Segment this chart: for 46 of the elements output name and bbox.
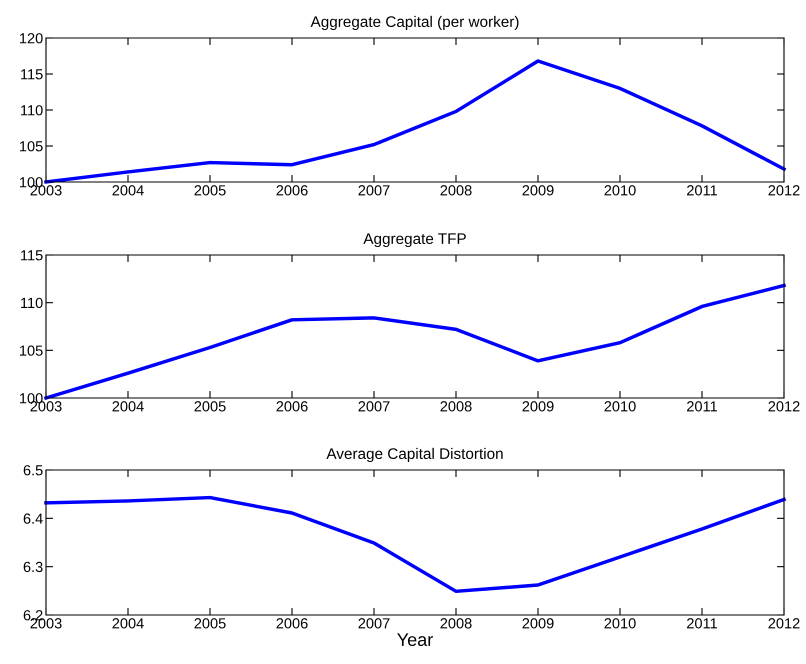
x-tick-label: 2008 bbox=[440, 618, 472, 628]
x-tick-label: 2007 bbox=[358, 401, 390, 412]
x-tick-label: 2003 bbox=[30, 185, 62, 196]
x-tick-label: 2006 bbox=[276, 185, 308, 196]
y-tick-label: 120 bbox=[20, 33, 43, 44]
y-tick-label: 115 bbox=[21, 250, 43, 260]
y-tick-label: 6.2 bbox=[24, 610, 42, 620]
line-series bbox=[44, 496, 786, 594]
x-tick-label: 2007 bbox=[358, 185, 390, 196]
x-tick-label: 2011 bbox=[687, 185, 717, 196]
x-tick-label: 2006 bbox=[276, 618, 308, 628]
y-tick-label: 110 bbox=[21, 105, 43, 116]
x-tick-label: 2009 bbox=[522, 618, 554, 628]
x-tick-label: 2010 bbox=[604, 618, 636, 628]
x-tick-label: 2012 bbox=[768, 618, 800, 628]
x-tick-label: 2008 bbox=[440, 401, 472, 412]
chart-title: Average Capital Distortion bbox=[326, 448, 503, 462]
x-tick-label: 2010 bbox=[604, 401, 636, 412]
x-tick-label: 2005 bbox=[194, 618, 226, 628]
x-tick-label: 2009 bbox=[522, 401, 554, 412]
x-tick-label: 2004 bbox=[112, 401, 144, 412]
x-tick-label: 2005 bbox=[194, 401, 226, 412]
x-tick-label: 2005 bbox=[194, 185, 226, 196]
y-tick-label: 6.3 bbox=[24, 562, 43, 572]
x-tick-label: 2012 bbox=[768, 185, 800, 196]
x-tick-label: 2007 bbox=[358, 618, 390, 628]
chart-title: Aggregate TFP bbox=[363, 233, 466, 248]
x-tick-label: 2010 bbox=[604, 185, 636, 196]
x-tick-label: 2004 bbox=[112, 185, 144, 196]
x-tick-label: 2003 bbox=[30, 401, 62, 412]
x-axis-title: Year bbox=[397, 633, 433, 646]
y-tick-label: 105 bbox=[20, 141, 43, 152]
y-tick-label: 105 bbox=[20, 345, 43, 356]
chart-title: Aggregate Capital (per worker) bbox=[310, 16, 519, 30]
x-tick-label: 2011 bbox=[687, 618, 717, 628]
x-tick-label: 2003 bbox=[30, 618, 62, 628]
x-tick-label: 2004 bbox=[112, 618, 144, 628]
x-tick-label: 2006 bbox=[276, 401, 308, 412]
x-tick-label: 2009 bbox=[522, 185, 554, 196]
y-tick-label: 110 bbox=[21, 298, 43, 308]
x-tick-label: 2008 bbox=[440, 185, 472, 196]
x-tick-label: 2011 bbox=[687, 401, 717, 412]
y-tick-label: 115 bbox=[21, 69, 43, 80]
x-tick-label: 2012 bbox=[768, 401, 800, 412]
y-tick-label: 6.4 bbox=[24, 513, 43, 524]
y-tick-label: 6.5 bbox=[24, 465, 43, 476]
